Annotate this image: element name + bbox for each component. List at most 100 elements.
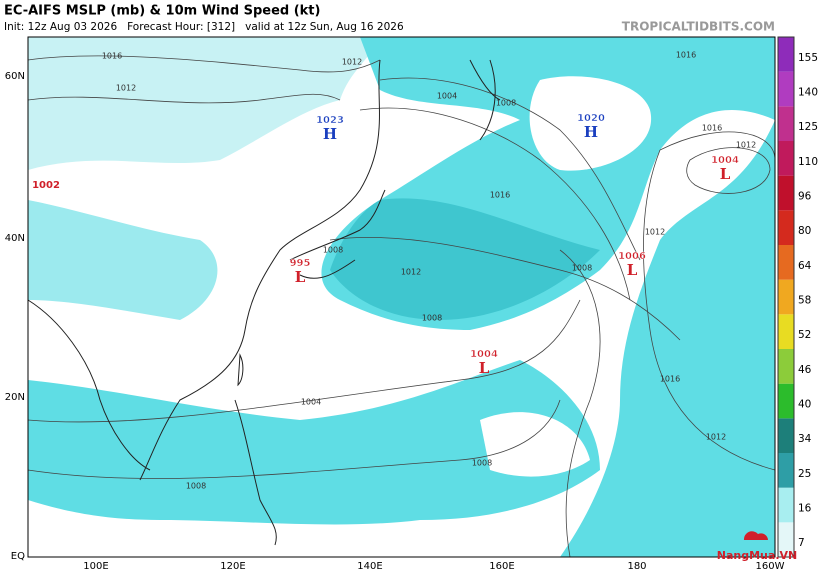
isobar [686,147,771,194]
colorbar-label: 64 [798,260,812,272]
colorbar-label: 46 [798,364,812,376]
lat-label: 60N [5,71,25,82]
isobar [27,299,581,423]
isobar [27,93,341,104]
isobar-label: 1008 [472,459,492,468]
coastlines [27,59,501,546]
lon-label: 100E [83,561,108,572]
site-credit: TROPICALTIDBITS.COM [622,20,775,34]
isobars [27,55,776,558]
coastline [139,59,381,481]
isobar [27,55,381,73]
subtitle: Init: 12z Aug 03 2026 Forecast Hour: [31… [4,21,404,33]
colorbar-segment [778,141,794,176]
isobar-label: 1016 [490,191,510,200]
colorbar-segment [778,522,794,557]
colorbar-segment [778,383,794,419]
coastline [234,353,277,546]
isobar-label: 1008 [496,99,516,108]
colorbar: 7 16 25 34 40 46 52 58 64 80 96 110 125 140 155 [777,36,818,558]
colorbar-label: 16 [798,502,812,514]
colorbar-label: 25 [798,468,811,480]
colorbar-label: 125 [798,121,818,133]
colorbar-label: 96 [798,190,812,202]
center-symbol: H [323,125,337,143]
colorbar-segment [778,71,794,107]
isobar-label: 1012 [401,268,421,277]
isobar [359,107,631,301]
lon-label: 180 [627,561,646,572]
coastline [27,299,151,471]
colorbar-label: 110 [798,156,818,168]
isobar-label: 1004 [437,92,457,101]
isobar-label: 1012 [645,228,665,237]
lat-label: EQ [11,551,25,562]
colorbar-label: 34 [798,433,812,445]
isobar-label: 1016 [702,124,722,133]
isobar [559,249,601,558]
colorbar-label: 58 [798,294,811,306]
colorbar-label: 40 [798,398,811,410]
center-pressure: 1004 [470,349,498,360]
colorbar-segment [778,175,794,211]
wind-area [28,37,380,170]
coastline [469,59,501,141]
colorbar-segment [778,106,794,141]
center-pressure: 1002 [32,180,60,191]
isobar-label: 1016 [676,51,696,60]
lon-label: 160W [756,561,785,572]
colorbar-segment [778,418,794,453]
isobar-label: 1016 [660,375,680,384]
wind-area [28,200,218,320]
center-pressure: 1004 [711,155,739,166]
center-pressure: 995 [290,258,311,269]
colorbar-segment [778,487,794,523]
center-symbol: L [479,359,490,377]
colorbar-segment [778,279,794,315]
colorbar-label: 140 [798,86,818,98]
isobar-label: 1008 [422,314,442,323]
isobar [27,399,561,479]
center-pressure: 1023 [316,115,344,126]
colorbar-label: 52 [798,329,811,341]
isobar-label: 1012 [706,433,726,442]
isobar-label: 1012 [736,141,756,150]
colorbar-segment [778,37,794,72]
lon-label: 140E [357,561,382,572]
colorbar-frame [777,36,795,558]
wind-area [560,120,775,557]
title: EC-AIFS MSLP (mb) & 10m Wind Speed (kt) [4,4,320,19]
lat-label: 20N [5,392,25,403]
coastline [289,189,386,279]
isobar-label: 1012 [342,58,362,67]
colorbar-segment [778,453,794,488]
watermark: NangMua.VN [717,549,797,562]
center-pressure: 1020 [577,113,605,124]
colorbar-segment [778,314,794,349]
wind-area [330,198,600,320]
isobar [329,236,681,341]
map-frame [27,36,776,558]
isobar-label: 1012 [116,84,136,93]
isobar [643,131,776,471]
isobar-label: 1008 [323,246,343,255]
lon-label: 160E [489,561,514,572]
colorbar-label: 7 [798,537,805,549]
center-symbol: L [295,268,306,286]
center-symbol: L [627,261,638,279]
wind-area [28,360,600,525]
center-symbol: H [584,123,598,141]
colorbar-label: 80 [798,225,811,237]
calm-area [480,412,590,477]
lon-label: 120E [220,561,245,572]
isobar [379,77,641,261]
isobar-label: 1008 [186,482,206,491]
colorbar-segment [778,210,794,245]
lat-label: 40N [5,233,25,244]
wind-shading [28,37,775,557]
calm-area [529,76,652,171]
colorbar-label: 155 [798,52,818,64]
center-symbol: L [720,165,731,183]
colorbar-segment [778,245,794,280]
